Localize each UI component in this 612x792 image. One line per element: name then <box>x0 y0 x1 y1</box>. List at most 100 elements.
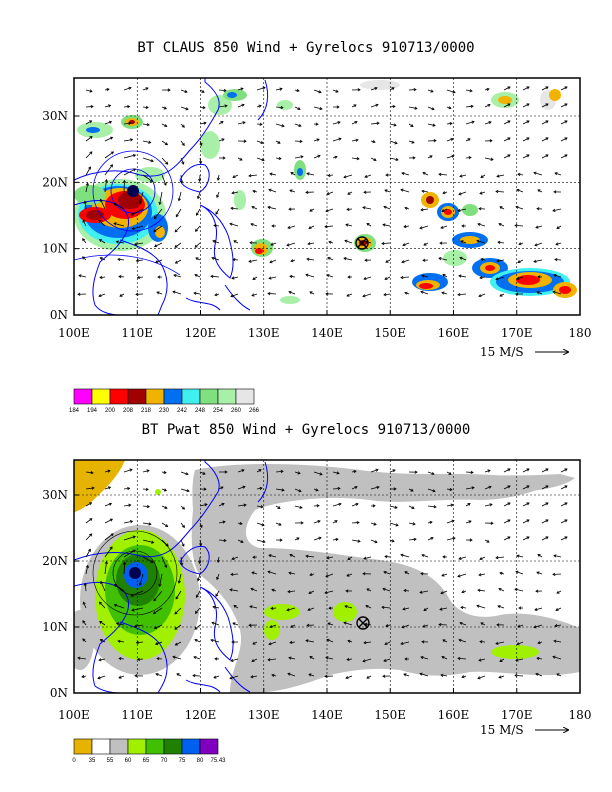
wind-arrow <box>326 556 334 559</box>
wind-arrow-head <box>338 137 342 141</box>
wind-arrow <box>161 522 168 527</box>
wind-arrow-head <box>153 216 157 220</box>
wind-arrow <box>552 656 562 660</box>
wind-arrow-head <box>385 624 389 628</box>
wind-arrow <box>438 173 448 176</box>
wind-arrow <box>294 505 303 509</box>
wind-arrow <box>131 607 144 611</box>
wind-arrow-head <box>343 257 347 261</box>
wind-arrow-head <box>516 642 520 646</box>
wind-arrow-head <box>324 590 328 595</box>
wind-arrow-head <box>554 624 558 628</box>
wind-arrow <box>384 556 391 558</box>
wind-arrow <box>419 673 429 677</box>
wind-arrow <box>199 539 202 546</box>
wind-arrow-head <box>507 120 511 124</box>
wind-arrow <box>522 103 530 108</box>
wind-arrow-head <box>326 274 330 278</box>
wind-arrow-head <box>477 676 481 680</box>
wind-arrow <box>153 225 163 233</box>
wind-arrow-head <box>421 189 425 193</box>
wind-arrow <box>457 573 467 577</box>
wind-arrow <box>161 505 168 509</box>
wind-arrow-head <box>89 518 93 522</box>
wind-arrow <box>441 656 448 660</box>
wind-arrow <box>100 581 106 592</box>
wind-arrow-head <box>318 536 322 540</box>
wind-arrow <box>401 172 410 176</box>
wind-arrow <box>459 622 467 626</box>
wind-arrow-head <box>452 90 456 94</box>
lat-tick-label: 10N <box>42 620 68 634</box>
wind-arrow <box>123 562 126 575</box>
wind-arrow-head <box>420 208 424 212</box>
wind-arrow-head <box>98 239 103 242</box>
wind-arrow <box>104 470 111 473</box>
wind-arrow-head <box>300 155 304 159</box>
wind-arrow <box>118 276 125 278</box>
wind-arrow <box>193 656 201 660</box>
wind-arrow-head <box>362 294 366 298</box>
wind-arrow <box>307 607 315 611</box>
wind-arrow-head <box>149 178 153 182</box>
wind-arrow-head <box>82 601 86 605</box>
wind-arrow <box>237 504 247 507</box>
wind-arrow-head <box>307 242 311 246</box>
wind-arrow-head <box>165 543 169 547</box>
wind-arrow-head <box>195 594 199 598</box>
wind-arrow <box>384 641 391 645</box>
wind-arrow-head <box>411 506 415 510</box>
wind-arrow-head <box>280 105 284 110</box>
wind-arrow-head <box>363 276 367 281</box>
wind-arrow-head <box>452 536 456 541</box>
wind-arrow-head <box>269 172 273 176</box>
wind-arrow-head <box>490 521 494 525</box>
wind-arrow <box>427 471 435 475</box>
wind-arrow-head <box>130 593 134 597</box>
wind-arrow-head <box>553 639 557 643</box>
wind-arrow-head <box>433 505 437 509</box>
wind-arrow-head <box>300 521 304 525</box>
wind-arrow-head <box>316 138 320 142</box>
wind-arrow-head <box>401 260 405 264</box>
wind-arrow-head <box>346 573 350 577</box>
colorbar-swatch <box>127 738 147 755</box>
wind-arrow-head <box>158 583 162 588</box>
wind-arrow-head <box>98 219 102 223</box>
wind-arrow-head <box>289 640 293 645</box>
wind-arrow <box>116 622 125 626</box>
wind-arrow-head <box>325 209 329 213</box>
wind-arrow-head <box>269 624 273 629</box>
wind-arrow <box>332 487 341 490</box>
wind-arrow <box>142 140 151 144</box>
wind-arrow-head <box>442 555 446 559</box>
wind-arrow <box>161 157 168 165</box>
wind-arrow <box>137 276 144 279</box>
wind-arrow-head <box>564 120 568 124</box>
colorbar-label: 208 <box>123 408 134 414</box>
wind-arrow-head <box>233 605 237 608</box>
wind-arrow-head <box>381 605 385 609</box>
colorbar-label: 194 <box>87 408 98 414</box>
wind-arrow-head <box>461 675 465 679</box>
wind-arrow-head <box>457 656 461 661</box>
colorbar-label: 75.43 <box>210 758 226 764</box>
wind-arrow <box>332 138 342 142</box>
wind-arrow <box>99 621 106 626</box>
wind-arrow-head <box>186 489 190 493</box>
wind-arrow-head <box>479 640 483 644</box>
wind-arrow <box>275 470 284 473</box>
wind-arrow <box>478 293 486 297</box>
wind-arrow-head <box>554 172 558 176</box>
wind-arrow-head <box>198 178 202 182</box>
wind-arrow <box>215 590 220 597</box>
wind-arrow <box>346 208 353 210</box>
wind-arrow <box>422 172 429 176</box>
wind-arrow-head <box>448 106 452 110</box>
wind-arrow-head <box>395 157 399 162</box>
wind-arrow-head <box>545 485 549 489</box>
wind-arrow <box>364 623 372 626</box>
wind-arrow-head <box>216 194 220 198</box>
wind-arrow <box>85 166 91 176</box>
wind-arrow-head <box>460 605 464 610</box>
